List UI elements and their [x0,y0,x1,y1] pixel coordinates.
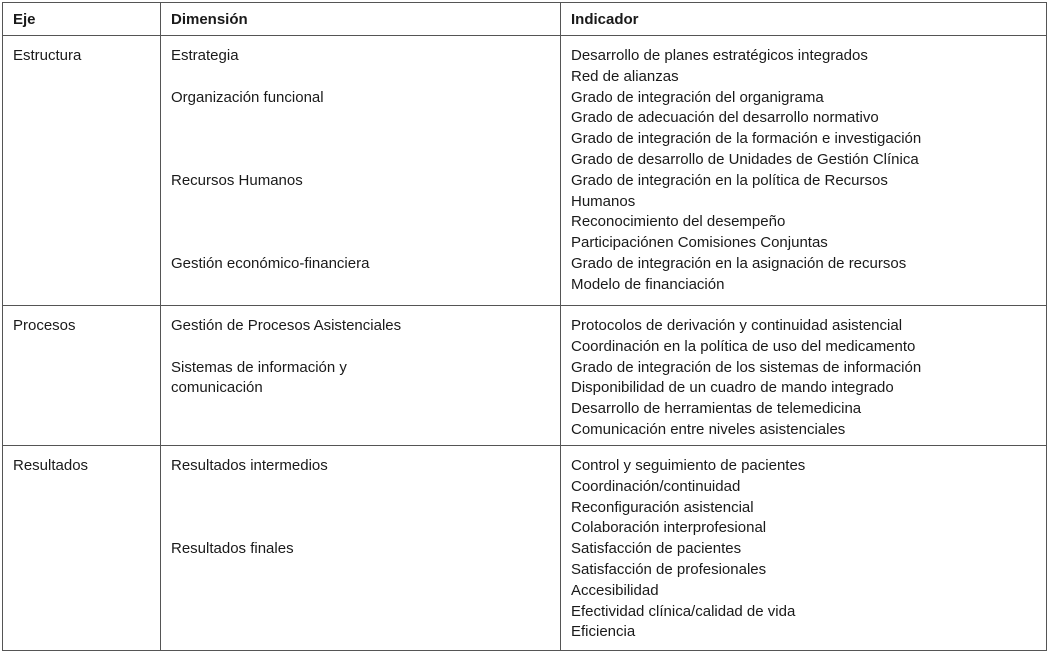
dimension-label: Gestión económico-financiera [171,255,370,272]
dimension-cell: Estrategia Organización funcional Recursos… [160,35,561,306]
indicador-item: Grado de integración en la asignación de… [571,254,907,272]
indicador-item: Coordinación/continuidad [571,477,741,495]
dimension-label: Estrategia [171,47,239,64]
indicador-item: Grado de integración del organigrama [571,88,824,106]
indicador-item: Grado de integración de la formación e i… [571,130,922,148]
table-row: Estructura Estrategia Organización funcion… [2,35,1047,306]
indicador-item: Eficiencia [571,623,636,641]
indicador-item: Reconfiguración asistencial [571,498,754,516]
header-eje: Eje [2,2,161,36]
indicador-item: Efectividad clínica/calidad de vida [571,602,796,620]
indicador-item: Grado de adecuación del desarrollo norma… [571,109,879,127]
eje-label: Estructura [13,47,82,64]
dimension-label: comunicación [171,379,263,397]
indicador-item: Red de alianzas [571,67,679,85]
dimension-label: Recursos Humanos [171,171,303,189]
indicador-item: Protocolos de derivación y continuidad a… [571,317,903,334]
dimension-label: Resultados intermedios [171,457,328,474]
indicador-cell: Desarrollo de planes estratégicos integr… [560,35,1047,306]
indicador-item: Satisfacción de pacientes [571,540,742,558]
indicador-cell: Protocolos de derivación y continuidad a… [560,305,1047,446]
dimension-label: Organización funcional [171,88,324,106]
indicador-item: Grado de integración en la política de R… [571,171,888,189]
header-dimension: Dimensión [160,2,561,36]
eje-label: Procesos [13,317,76,334]
indicador-item: Control y seguimiento de pacientes [571,457,806,474]
header-indicador: Indicador [560,2,1047,36]
indicador-item: Desarrollo de planes estratégicos integr… [571,47,868,64]
indicador-item: Desarrollo de herramientas de telemedici… [571,400,862,418]
eje-label: Resultados [13,457,89,474]
indicador-item: Modelo de financiación [571,275,725,293]
indicador-item: Comunicación entre niveles asistenciales [571,420,846,438]
indicador-item: Humanos [571,192,636,210]
indicador-cell: Control y seguimiento de pacientes Coordi… [560,445,1047,651]
dimension-cell: Resultados intermedios Resultados finales [160,445,561,651]
indicador-item: Accesibilidad [571,581,659,599]
dimension-label: Resultados finales [171,540,294,558]
dimension-label: Sistemas de información y [171,358,347,376]
eje-cell: Procesos [2,305,161,446]
indicador-item: Participaciónen Comisiones Conjuntas [571,234,828,252]
table-row: Resultados Resultados intermedios Resultad… [2,445,1047,651]
dimension-label: Gestión de Procesos Asistenciales [171,317,402,334]
indicador-item: Grado de integración de los sistemas de … [571,358,922,376]
header-row: Eje Dimensión Indicador [2,2,1047,36]
indicador-item: Coordinación en la política de uso del m… [571,337,916,355]
eje-cell: Estructura [2,35,161,306]
indicador-item: Reconocimiento del desempeño [571,213,786,231]
table-row: Procesos Gestión de Procesos Asistenciale… [2,305,1047,446]
indicador-item: Satisfacción de profesionales [571,560,767,578]
indicador-item: Colaboración interprofesional [571,519,767,537]
dimension-cell: Gestión de Procesos Asistenciales Sistema… [160,305,561,446]
eje-cell: Resultados [2,445,161,651]
indicador-item: Disponibilidad de un cuadro de mando int… [571,379,894,397]
indicador-item: Grado de desarrollo de Unidades de Gesti… [571,150,919,168]
